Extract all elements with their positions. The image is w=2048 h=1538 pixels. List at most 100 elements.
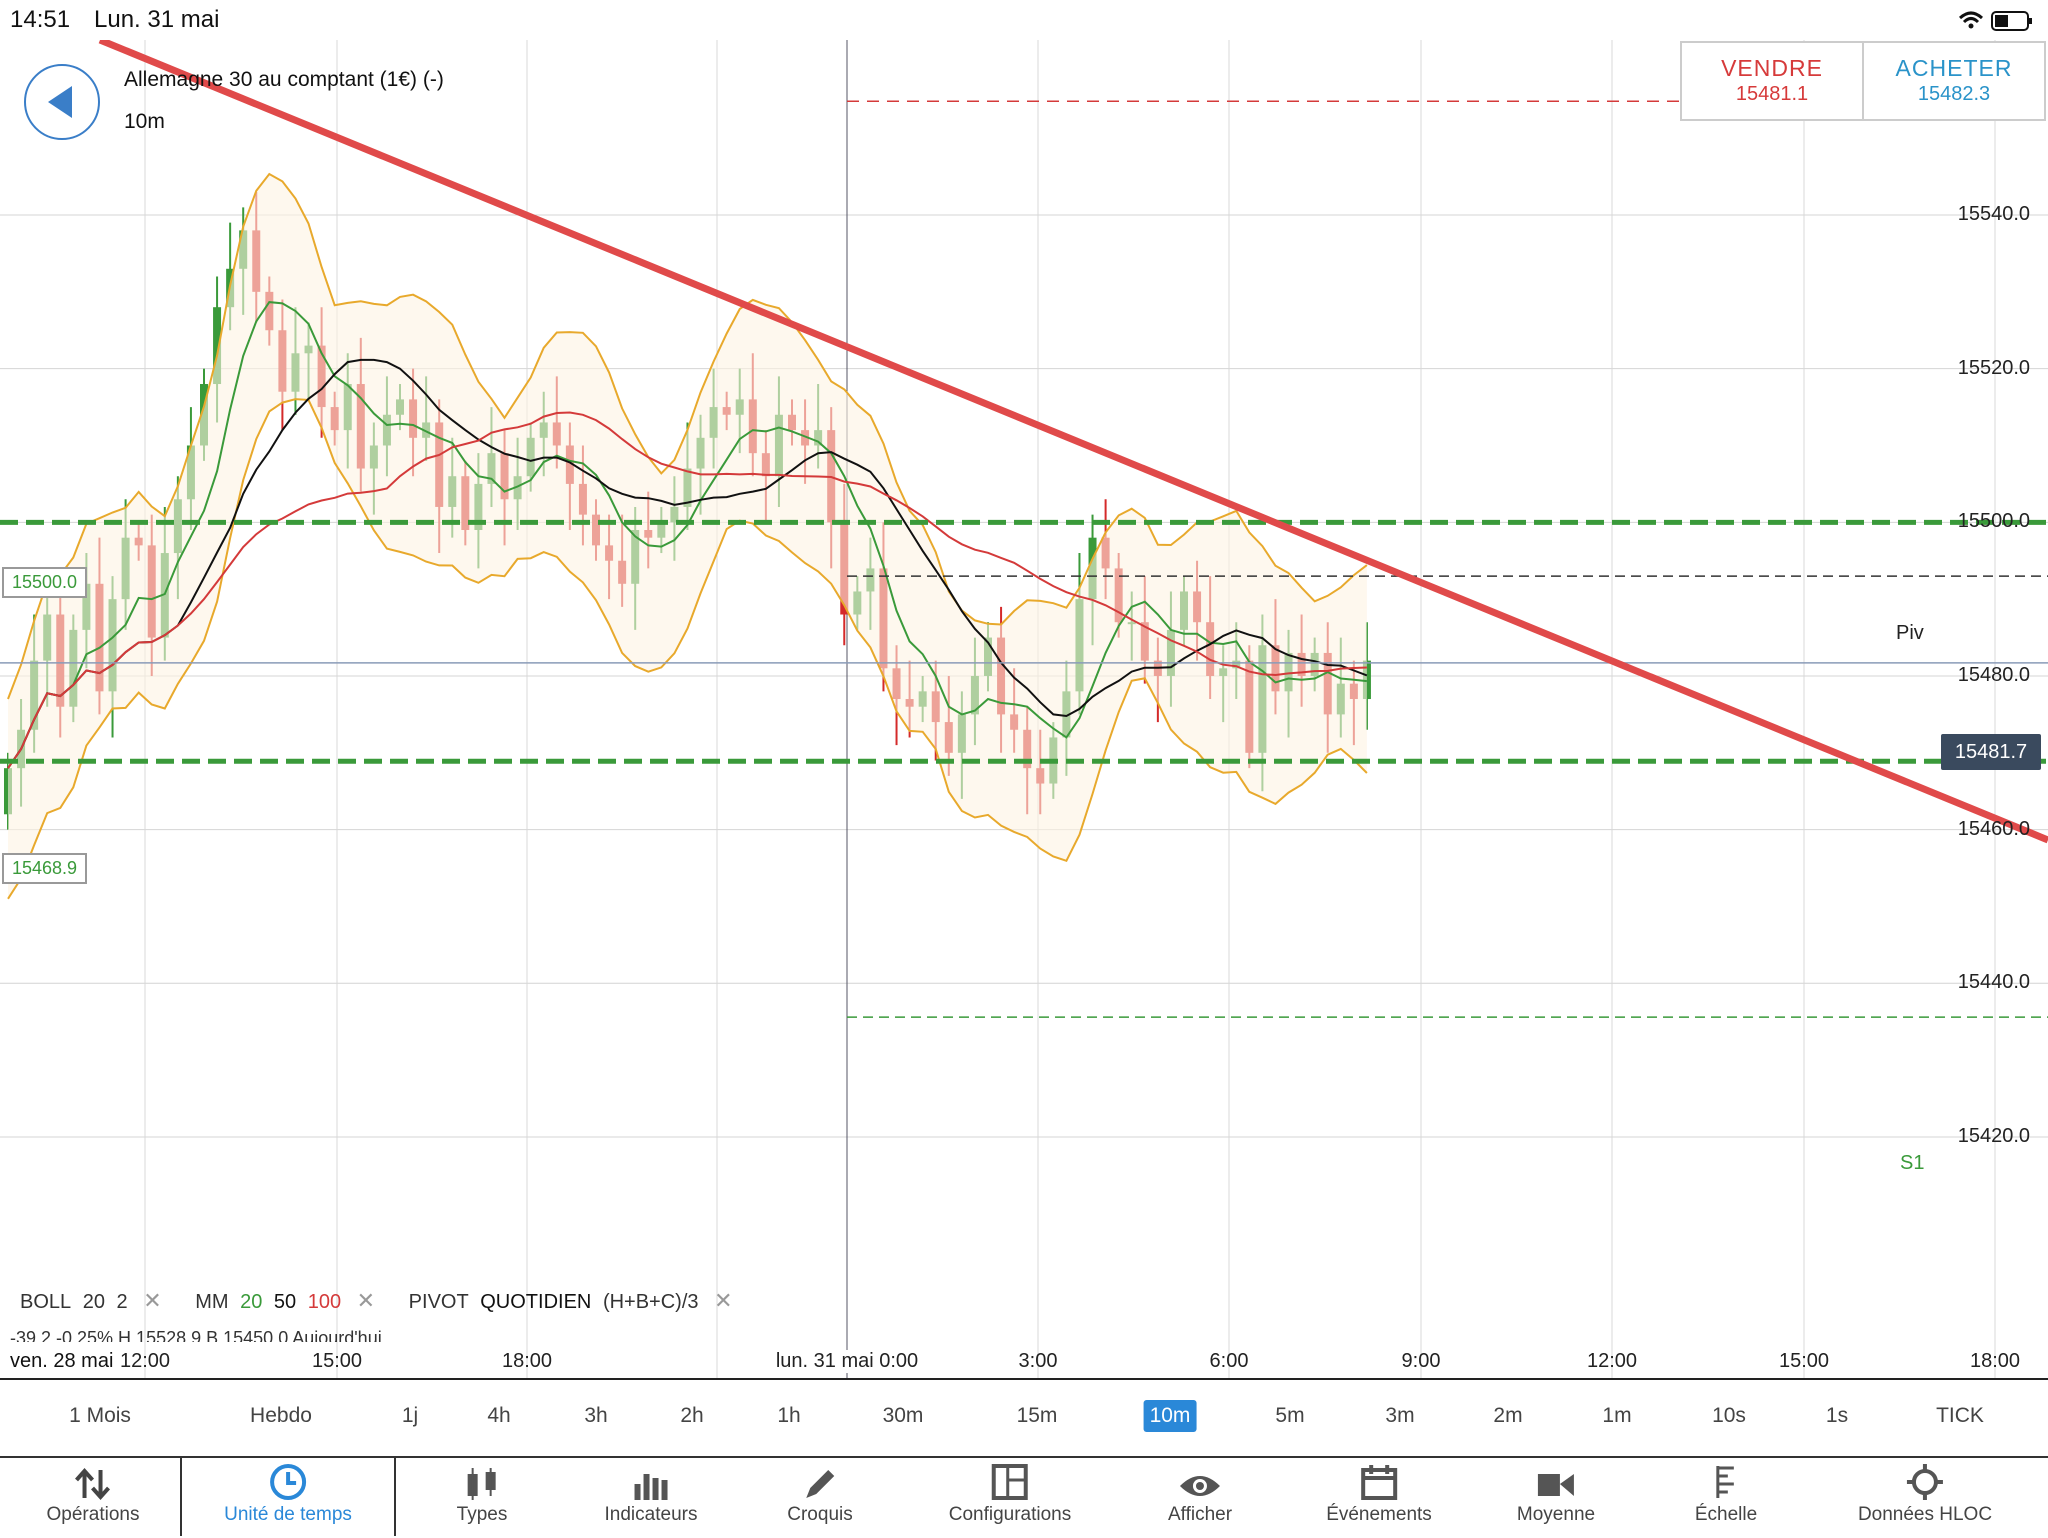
pivot-period: QUOTIDIEN <box>480 1291 592 1313</box>
boll-dev: 2 <box>116 1291 128 1313</box>
timeframe-1-mois[interactable]: 1 Mois <box>69 1404 131 1427</box>
level-label-high: 15500.0 <box>2 567 88 598</box>
timeframe-5m[interactable]: 5m <box>1275 1404 1305 1427</box>
remove-boll-icon[interactable]: ✕ <box>143 1288 162 1313</box>
indicator-legend: BOLL 20 2 ✕ MM 20 50 100 ✕ PIVOT QUOTIDI… <box>20 1288 761 1314</box>
y-tick-label: 15460.0 <box>1957 817 2030 840</box>
toolbar-pencil[interactable]: Croquis <box>787 1458 853 1538</box>
toolbar-candlestick[interactable]: Types <box>456 1458 508 1538</box>
mm-period-50: 50 <box>273 1291 297 1313</box>
x-tick-label: 15:00 <box>1778 1350 1830 1372</box>
toolbar-label: Croquis <box>787 1504 853 1525</box>
timeframe-1m[interactable]: 1m <box>1602 1404 1632 1427</box>
x-tick-label: 6:00 <box>1209 1350 1249 1372</box>
toolbar-camera[interactable]: Moyenne <box>1517 1458 1595 1538</box>
x-tick-label: 18:00 <box>501 1350 553 1372</box>
toolbar-label: Unité de temps <box>224 1504 352 1525</box>
timeframe-15m[interactable]: 15m <box>1016 1404 1058 1427</box>
toolbar-crosshair[interactable]: Données HLOC <box>1858 1458 1992 1538</box>
y-tick-label: 15500.0 <box>1957 510 2030 533</box>
timeframe-4h[interactable]: 4h <box>487 1404 511 1427</box>
timeframe-1j[interactable]: 1j <box>401 1404 419 1427</box>
boll-name: BOLL <box>20 1291 72 1313</box>
status-time: 14:51 <box>10 6 71 33</box>
toolbar-divider <box>394 1456 396 1536</box>
sell-label: VENDRE <box>1721 55 1823 81</box>
timeframe-tick[interactable]: TICK <box>1936 1404 1984 1427</box>
current-price-tag: 15481.7 <box>1941 734 2041 770</box>
toolbar-bar-chart[interactable]: Indicateurs <box>604 1458 698 1538</box>
candlestick-icon <box>457 1458 508 1502</box>
mm100-line <box>7 411 1367 769</box>
timeframe-2m[interactable]: 2m <box>1493 1404 1523 1427</box>
sell-price: 15481.1 <box>1735 83 1809 105</box>
timeframe-2h[interactable]: 2h <box>680 1404 704 1427</box>
toolbar-label: Échelle <box>1694 1504 1758 1525</box>
timeframe-bar: 1 Mois Hebdo 1j 4h 3h 2h 1h 30m 15m 10m 5m 3m 2m 1m 10… <box>0 1378 2048 1458</box>
pencil-icon <box>787 1458 852 1502</box>
toolbar-clock[interactable]: Unité de temps <box>224 1458 352 1538</box>
timeframe-1s[interactable]: 1s <box>1825 1404 1849 1427</box>
toolbar-label: Opérations <box>46 1504 140 1525</box>
x-tick-label: 15:00 <box>311 1350 363 1372</box>
sell-button[interactable]: VENDRE 15481.1 <box>1682 43 1862 119</box>
toolbar-arrows-updown[interactable]: Opérations <box>46 1458 140 1538</box>
x-tick-label: lun. 31 mai 0:00 <box>769 1350 925 1373</box>
toolbar-scale[interactable]: Échelle <box>1695 1458 1757 1538</box>
x-tick-label: 18:00 <box>1969 1350 2021 1372</box>
y-tick-label: 15440.0 <box>1957 971 2030 994</box>
chart-area[interactable] <box>0 40 2048 1380</box>
buy-price: 15482.3 <box>1917 83 1991 105</box>
remove-mm-icon[interactable]: ✕ <box>356 1288 376 1313</box>
bollinger-upper <box>7 172 1368 700</box>
y-tick-label: 15520.0 <box>1957 356 2030 379</box>
toolbar-layout[interactable]: Configurations <box>949 1458 1071 1538</box>
mm50-line <box>7 358 1368 769</box>
calendar-icon <box>1326 1458 1432 1502</box>
timeframe-hebdo[interactable]: Hebdo <box>250 1404 312 1427</box>
status-bar: 14:51 Lun. 31 mai <box>0 0 2048 40</box>
timeframe-label: 10m <box>124 110 165 133</box>
level-label-low: 15468.9 <box>2 853 88 884</box>
y-tick-label: 15540.0 <box>1957 203 2030 225</box>
crosshair-icon <box>1858 1458 1992 1502</box>
toolbar-divider <box>180 1456 182 1536</box>
y-tick-label: 15480.0 <box>1957 663 2030 686</box>
back-arrow-icon <box>48 86 72 118</box>
ohlc-summary: -39.2 -0.25% H 15528.9 B 15450.0 Aujourd… <box>10 1328 382 1342</box>
timeframe-3m[interactable]: 3m <box>1385 1404 1415 1427</box>
toolbar-label: Moyenne <box>1516 1504 1596 1525</box>
pivot-label: Piv <box>1896 622 1924 644</box>
s1-label: S1 <box>1900 1152 1925 1174</box>
x-tick-label: 12:00 <box>119 1350 171 1372</box>
eye-icon <box>1168 1458 1232 1502</box>
candle-body <box>1362 660 1371 700</box>
battery-wifi-icon <box>1958 11 2032 31</box>
back-button[interactable] <box>24 64 100 140</box>
toolbar-eye[interactable]: Afficher <box>1168 1458 1232 1538</box>
toolbar-label: Afficher <box>1167 1504 1233 1525</box>
toolbar-calendar[interactable]: Événements <box>1326 1458 1432 1538</box>
buy-label: ACHETER <box>1895 55 2013 81</box>
clock-icon <box>224 1458 352 1502</box>
x-axis-left-date: ven. 28 mai <box>10 1350 118 1373</box>
mm20-line <box>7 301 1367 769</box>
toolbar-label: Données HLOC <box>1857 1504 1993 1525</box>
timeframe-1h[interactable]: 1h <box>777 1404 801 1427</box>
trade-box: VENDRE 15481.1 ACHETER 15482.3 <box>1680 41 2046 121</box>
buy-button[interactable]: ACHETER 15482.3 <box>1862 43 2044 119</box>
toolbar-label: Types <box>456 1504 508 1525</box>
timeframe-3h[interactable]: 3h <box>584 1404 608 1427</box>
timeframe-30m[interactable]: 30m <box>882 1404 924 1427</box>
bar-chart-icon <box>605 1458 698 1502</box>
trend-line <box>98 40 2048 844</box>
bottom-toolbar: Opérations Unité de temps Types Indicateurs… <box>0 1456 2048 1538</box>
timeframe-10s[interactable]: 10s <box>1712 1404 1746 1427</box>
remove-pivot-icon[interactable]: ✕ <box>714 1288 733 1313</box>
boll-period: 20 <box>82 1291 105 1313</box>
mm-period-100: 100 <box>307 1291 342 1313</box>
timeframe-10m[interactable]: 10m <box>1143 1400 1197 1432</box>
price-chart[interactable] <box>0 40 2048 1380</box>
toolbar-label: Indicateurs <box>604 1504 698 1525</box>
camera-icon <box>1517 1458 1595 1502</box>
